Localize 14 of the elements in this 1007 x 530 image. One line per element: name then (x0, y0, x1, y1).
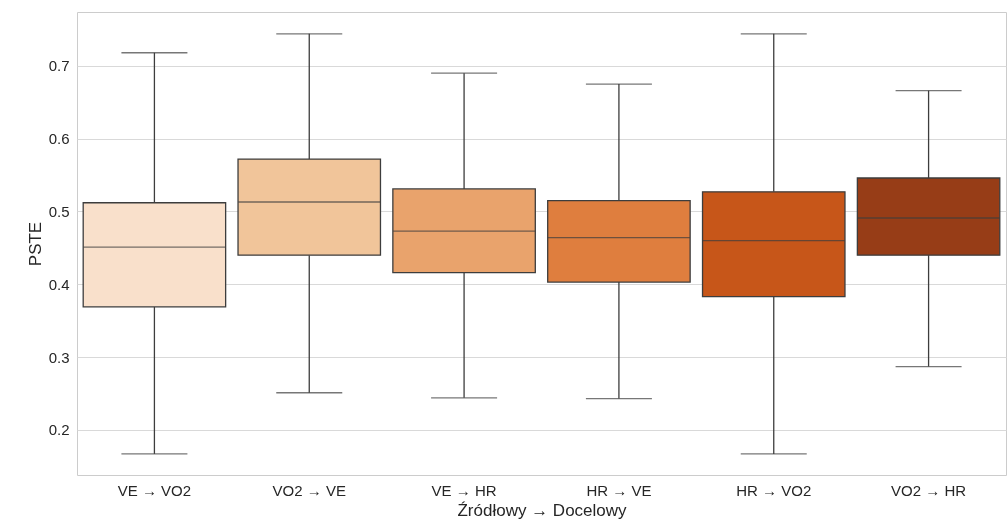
y-tick-label: 0.4 (48, 275, 70, 293)
x-tick-label: VE → HR (431, 481, 497, 499)
x-tick-label: VE → VO2 (117, 481, 192, 499)
y-tick-label: 0.6 (48, 130, 70, 148)
y-tick-label: 0.5 (48, 202, 70, 220)
x-axis-title: Źródłowy → Docelowy (457, 500, 628, 520)
y-tick-label: 0.2 (48, 421, 70, 439)
x-tick-label: VO2 → HR (891, 481, 967, 499)
x-tick-label: HR → VE (586, 481, 652, 499)
y-tick-label: 0.7 (48, 57, 70, 75)
x-tick-label: HR → VO2 (736, 481, 812, 499)
y-axis-title: PSTE (25, 221, 45, 267)
x-tick-label: VO2 → VE (272, 481, 346, 499)
y-tick-label: 0.3 (48, 348, 70, 366)
